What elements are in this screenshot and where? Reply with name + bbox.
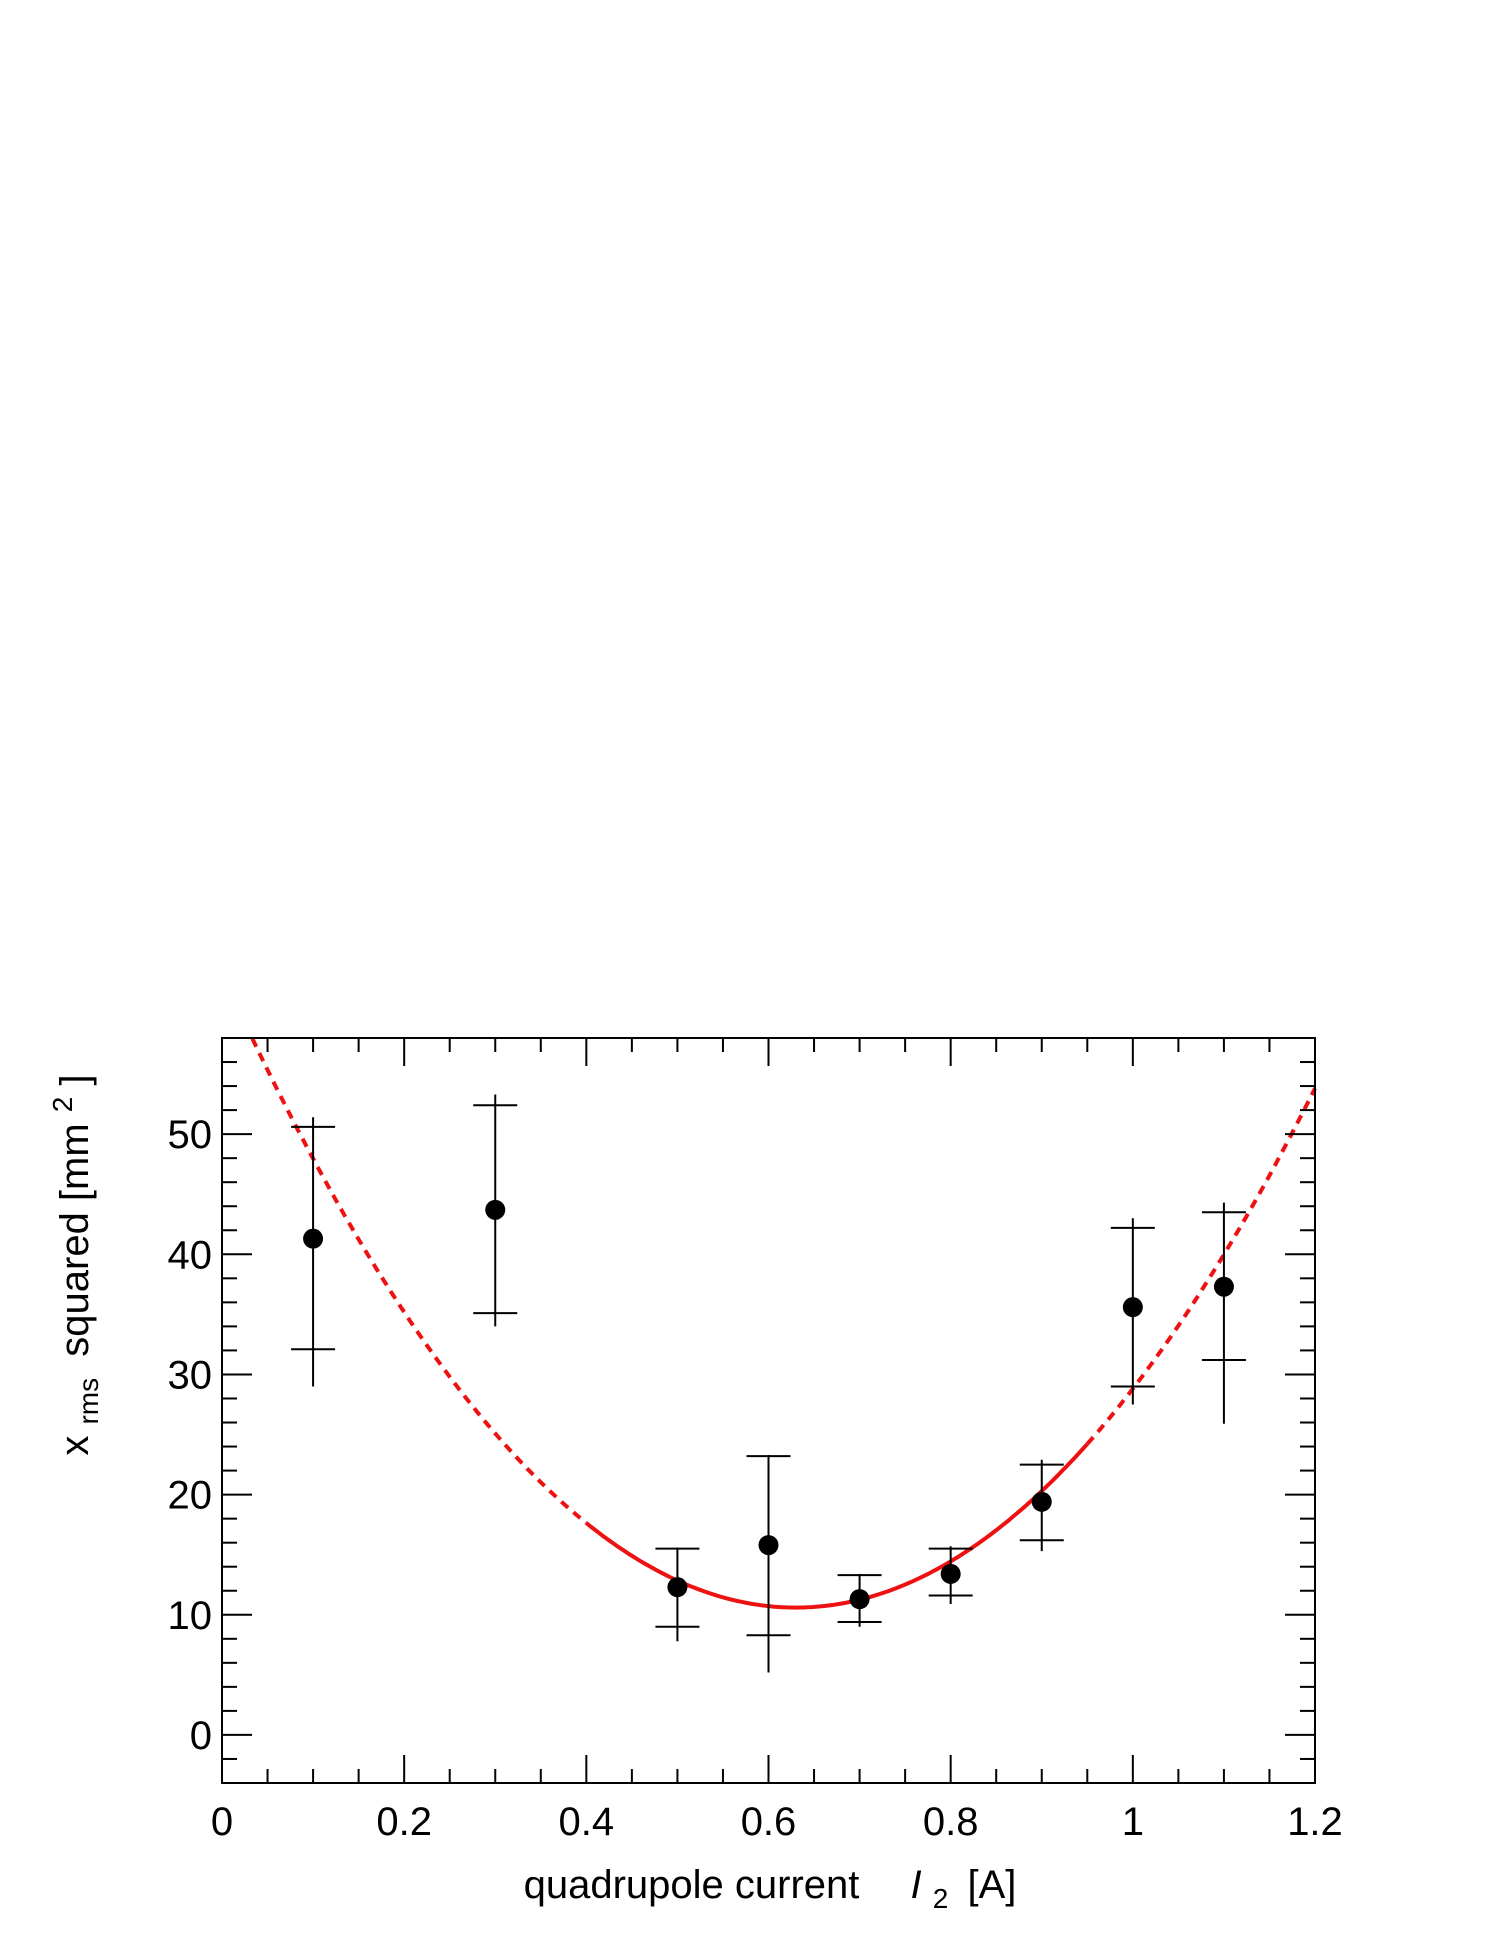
x-tick-label: 0.6 [741, 1800, 797, 1844]
fit-curve [250, 1037, 1317, 1610]
y-axis-title-end: ] [53, 1074, 97, 1085]
x-tick-label: 0 [211, 1800, 233, 1844]
x-tick-label: 0.8 [923, 1800, 979, 1844]
data-point [303, 1228, 324, 1249]
y-tick-label: 10 [168, 1594, 213, 1638]
data-point [1213, 1276, 1234, 1297]
y-axis-title-sup: 2 [47, 1097, 78, 1113]
data-point-group [1201, 1202, 1246, 1424]
x-axis-title-main: quadrupole current [524, 1863, 860, 1907]
data-points [291, 1094, 1246, 1673]
axis-ticks [221, 1037, 1316, 1784]
data-point [1031, 1491, 1052, 1512]
data-point-group [928, 1546, 973, 1604]
y-axis-title: x rms squared [mm 2 ] [37, 1074, 107, 1455]
data-point-group [655, 1547, 700, 1642]
data-point [940, 1563, 961, 1584]
data-point-group [473, 1094, 518, 1327]
x-tick-label: 1.2 [1287, 1800, 1343, 1844]
x-axis-title-unit: [A] [967, 1863, 1016, 1907]
y-axis-title-rest: squared [mm [53, 1123, 97, 1356]
y-axis-title-main: x [53, 1436, 97, 1456]
y-tick-label: 0 [190, 1714, 212, 1758]
data-point-group [1019, 1459, 1064, 1552]
x-tick-label: 0.4 [559, 1800, 615, 1844]
x-axis-title-symbol: I [911, 1863, 922, 1907]
data-point [758, 1535, 779, 1556]
data-point [485, 1199, 506, 1220]
data-point [1122, 1297, 1143, 1318]
y-tick-label: 40 [168, 1233, 213, 1277]
fit-curve-solid [585, 1442, 1089, 1610]
data-point-group [837, 1573, 882, 1627]
x-tick-labels: 0 0.2 0.4 0.6 0.8 1 1.2 [211, 1800, 1343, 1844]
data-point-group [291, 1117, 336, 1387]
y-axis-title-sub: rms [73, 1378, 104, 1425]
data-point-group [1110, 1218, 1155, 1405]
x-tick-label: 0.2 [376, 1800, 432, 1844]
y-tick-label: 20 [168, 1474, 213, 1518]
fit-curve-dashed [1085, 1087, 1317, 1446]
y-tick-label: 50 [168, 1113, 213, 1157]
data-point-group [746, 1454, 791, 1673]
x-axis-title: quadrupole current I 2 [A] [524, 1863, 1017, 1917]
fit-curve-dashed [250, 1037, 588, 1525]
x-axis-title-symbol-sub: 2 [933, 1883, 949, 1914]
y-tick-labels: 0 10 20 30 40 50 [168, 1113, 213, 1758]
data-point [667, 1577, 688, 1598]
y-tick-label: 30 [168, 1353, 213, 1397]
data-point [849, 1589, 870, 1610]
x-tick-label: 1 [1122, 1800, 1144, 1844]
